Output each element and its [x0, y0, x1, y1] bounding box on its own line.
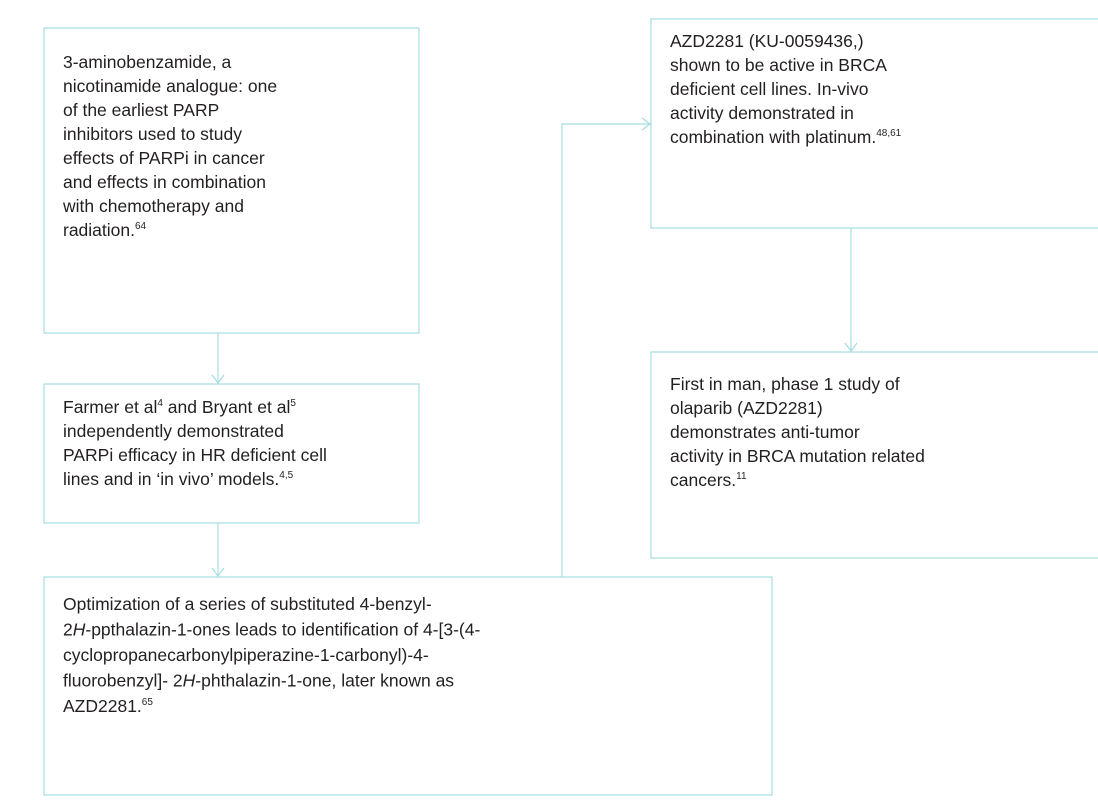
- text-run: -ppthalazin-1-ones leads to identificati…: [85, 620, 480, 640]
- text-line: lines and in ‘in vivo’ models.4,5: [63, 469, 294, 489]
- text-run: lines and in ‘in vivo’ models.: [63, 469, 279, 489]
- text-run: 2: [63, 620, 73, 640]
- text-run: 3-aminobenzamide, a: [63, 52, 232, 72]
- text-line: combination with platinum.48,61: [670, 127, 902, 147]
- text-line: effects of PARPi in cancer: [63, 148, 265, 168]
- text-line: shown to be active in BRCA: [670, 55, 887, 75]
- superscript: 11: [736, 471, 747, 482]
- superscript: 48,61: [876, 128, 901, 139]
- text-line: cancers.11: [670, 470, 747, 490]
- text-run: AZD2281.: [63, 696, 142, 716]
- text-run: olaparib (AZD2281): [670, 398, 823, 418]
- text-run: fluorobenzyl]- 2: [63, 671, 183, 691]
- superscript: 5: [290, 398, 296, 409]
- text-run: Optimization of a series of substituted …: [63, 594, 432, 614]
- text-line: AZD2281.65: [63, 696, 153, 716]
- text-run: combination with platinum.: [670, 127, 876, 147]
- text-line: cyclopropanecarbonylpiperazine-1-carbony…: [63, 645, 429, 665]
- text-line: inhibitors used to study: [63, 124, 242, 144]
- text-line: independently demonstrated: [63, 421, 284, 441]
- text-run: and Bryant et al: [163, 397, 290, 417]
- node-box: [650, 18, 1098, 229]
- text-line: with chemotherapy and: [62, 196, 244, 216]
- arrow: [561, 117, 651, 577]
- text-run: -phthalazin-1-one, later known as: [195, 671, 454, 691]
- node-box: [43, 27, 420, 334]
- text-run: of the earliest PARP: [63, 100, 219, 120]
- text-line: First in man, phase 1 study of: [670, 374, 900, 394]
- text-run: cancers.: [670, 470, 736, 490]
- superscript: 4: [157, 398, 163, 409]
- text-line: demonstrates anti-tumor: [670, 422, 860, 442]
- text-run: activity demonstrated in: [670, 103, 854, 123]
- arrow: [844, 228, 858, 352]
- arrow: [211, 523, 225, 577]
- text-line: and effects in combination: [63, 172, 266, 192]
- text-run: cyclopropanecarbonylpiperazine-1-carbony…: [63, 645, 429, 665]
- text-line: Farmer et al4 and Bryant et al5: [63, 397, 296, 417]
- text-run: radiation.: [63, 220, 135, 240]
- text-line: radiation.64: [63, 220, 147, 240]
- text-run: AZD2281 (KU-0059436,): [670, 31, 864, 51]
- text-line: 2H-ppthalazin-1-ones leads to identifica…: [63, 620, 480, 640]
- text-line: deficient cell lines. In-vivo: [670, 79, 868, 99]
- text-run: independently demonstrated: [63, 421, 284, 441]
- text-run: PARPi efficacy in HR deficient cell: [63, 445, 327, 465]
- node-box: [43, 576, 773, 796]
- text-run: with chemotherapy and: [62, 196, 244, 216]
- arrow: [211, 333, 225, 384]
- text-run: inhibitors used to study: [63, 124, 242, 144]
- text-run: and effects in combination: [63, 172, 266, 192]
- texts: 3-aminobenzamide, a nicotinamide analogue…: [62, 31, 925, 716]
- italic-text: H: [183, 671, 196, 691]
- superscript: 64: [135, 221, 147, 232]
- text-line: of the earliest PARP: [63, 100, 219, 120]
- text-line: activity in BRCA mutation related: [670, 446, 925, 466]
- text-line: AZD2281 (KU-0059436,): [670, 31, 864, 51]
- text-line: olaparib (AZD2281): [670, 398, 823, 418]
- text-run: activity in BRCA mutation related: [670, 446, 925, 466]
- text-run: demonstrates anti-tumor: [670, 422, 860, 442]
- text-line: nicotinamide analogue: one: [63, 76, 277, 96]
- text-run: shown to be active in BRCA: [670, 55, 887, 75]
- text-run: Farmer et al: [63, 397, 157, 417]
- superscript: 4,5: [279, 470, 293, 481]
- text-line: fluorobenzyl]- 2H-phthalazin-1-one, late…: [63, 671, 454, 691]
- text-run: First in man, phase 1 study of: [670, 374, 900, 394]
- text-line: 3-aminobenzamide, a: [63, 52, 232, 72]
- text-run: nicotinamide analogue: one: [63, 76, 277, 96]
- text-line: PARPi efficacy in HR deficient cell: [63, 445, 327, 465]
- text-line: Optimization of a series of substituted …: [63, 594, 432, 614]
- node-box: [43, 383, 420, 524]
- italic-text: H: [73, 620, 86, 640]
- text-run: deficient cell lines. In-vivo: [670, 79, 868, 99]
- text-line: activity demonstrated in: [670, 103, 854, 123]
- superscript: 65: [142, 697, 154, 708]
- node-box: [650, 351, 1098, 559]
- text-run: effects of PARPi in cancer: [63, 148, 265, 168]
